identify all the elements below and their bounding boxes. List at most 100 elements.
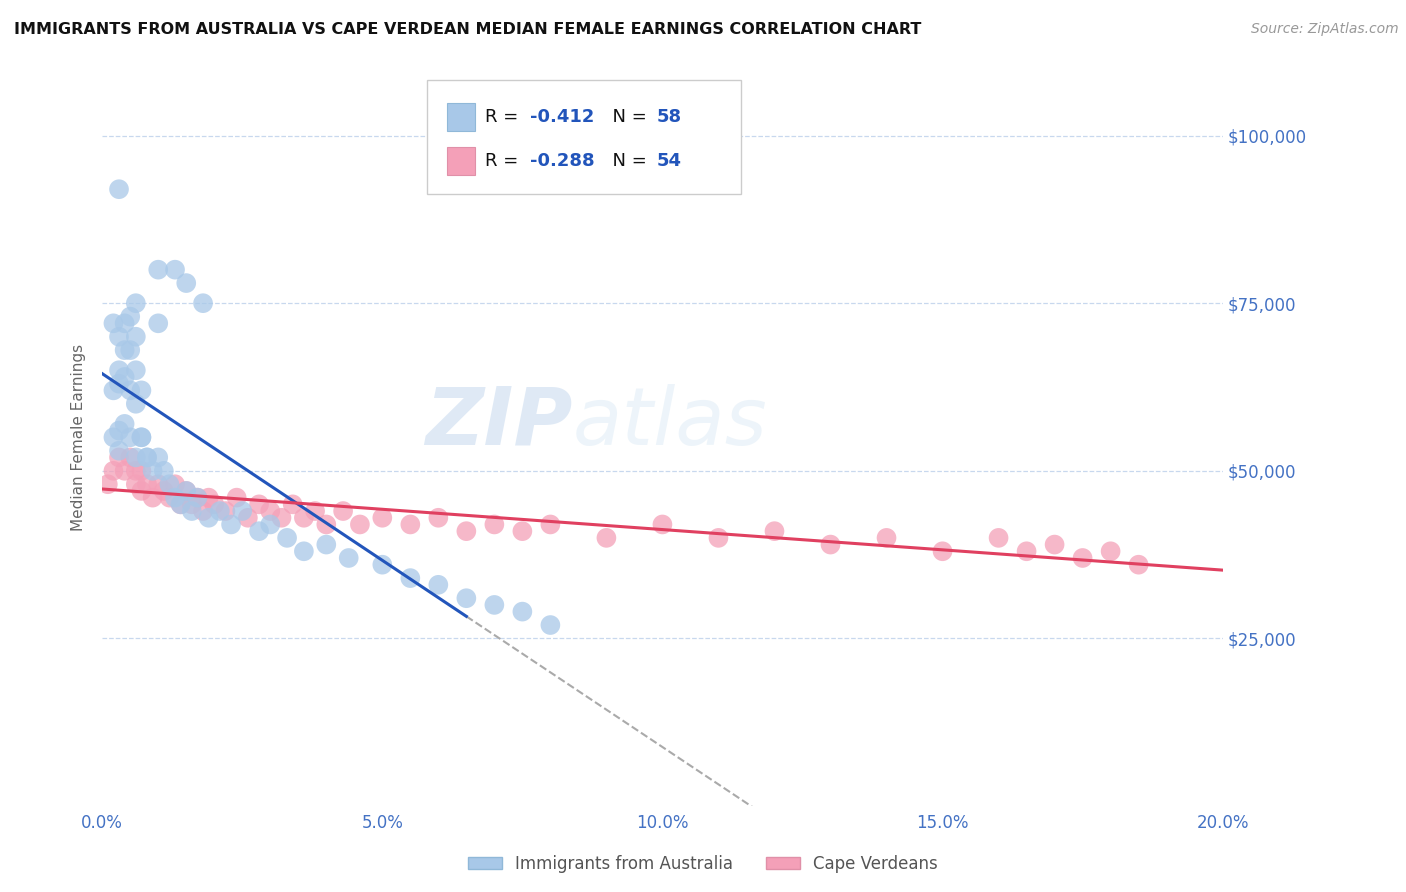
Point	[208, 504, 231, 518]
Point	[159, 477, 181, 491]
Point	[108, 376, 131, 391]
Point	[114, 316, 136, 330]
Point	[236, 510, 259, 524]
Point	[108, 424, 131, 438]
Point	[120, 384, 142, 398]
Text: 54: 54	[657, 153, 682, 170]
Point	[163, 262, 186, 277]
Text: 58: 58	[657, 108, 682, 126]
Point	[136, 477, 159, 491]
Point	[456, 524, 478, 538]
Point	[987, 531, 1010, 545]
Point	[197, 510, 219, 524]
Point	[512, 605, 534, 619]
Point	[281, 497, 304, 511]
Point	[125, 296, 148, 310]
Point	[276, 531, 298, 545]
Point	[1071, 551, 1094, 566]
Point	[595, 531, 617, 545]
Point	[484, 517, 506, 532]
Point	[103, 384, 125, 398]
Point	[125, 363, 148, 377]
Point	[202, 497, 225, 511]
Point	[186, 491, 208, 505]
Point	[148, 316, 170, 330]
Point	[174, 276, 197, 290]
Point	[131, 384, 153, 398]
Point	[163, 491, 186, 505]
Text: N =: N =	[600, 153, 652, 170]
Point	[219, 517, 242, 532]
Point	[153, 464, 176, 478]
Point	[108, 329, 131, 343]
Point	[197, 491, 219, 505]
Point	[371, 558, 394, 572]
Text: -0.288: -0.288	[530, 153, 595, 170]
Point	[292, 510, 315, 524]
Point	[180, 497, 202, 511]
Point	[225, 491, 247, 505]
Point	[191, 504, 214, 518]
Point	[259, 517, 281, 532]
Point	[512, 524, 534, 538]
Point	[148, 477, 170, 491]
Point	[136, 450, 159, 465]
Point	[131, 430, 153, 444]
Point	[97, 477, 120, 491]
Point	[131, 430, 153, 444]
Text: R =: R =	[485, 153, 524, 170]
Point	[399, 571, 422, 585]
Point	[349, 517, 371, 532]
Point	[108, 450, 131, 465]
Point	[651, 517, 673, 532]
Point	[114, 343, 136, 358]
Point	[1043, 538, 1066, 552]
Point	[114, 417, 136, 431]
Point	[159, 491, 181, 505]
Text: Source: ZipAtlas.com: Source: ZipAtlas.com	[1251, 22, 1399, 37]
Point	[120, 450, 142, 465]
Point	[125, 329, 148, 343]
Point	[315, 538, 337, 552]
Legend: Immigrants from Australia, Cape Verdeans: Immigrants from Australia, Cape Verdeans	[461, 848, 945, 880]
Point	[231, 504, 253, 518]
Point	[876, 531, 898, 545]
Point	[399, 517, 422, 532]
Point	[103, 430, 125, 444]
Point	[120, 343, 142, 358]
Point	[1128, 558, 1150, 572]
Point	[136, 450, 159, 465]
Point	[163, 477, 186, 491]
Point	[125, 397, 148, 411]
Point	[337, 551, 360, 566]
Point	[103, 464, 125, 478]
FancyBboxPatch shape	[447, 103, 475, 131]
Text: R =: R =	[485, 108, 524, 126]
Point	[108, 182, 131, 196]
Text: ZIP: ZIP	[426, 384, 572, 461]
Point	[125, 477, 148, 491]
Point	[1015, 544, 1038, 558]
Text: atlas: atlas	[572, 384, 768, 461]
Point	[247, 524, 270, 538]
Text: N =: N =	[600, 108, 652, 126]
Point	[142, 464, 165, 478]
Y-axis label: Median Female Earnings: Median Female Earnings	[72, 343, 86, 531]
Point	[180, 504, 202, 518]
Point	[763, 524, 786, 538]
Point	[304, 504, 326, 518]
Point	[169, 497, 191, 511]
Point	[169, 497, 191, 511]
Point	[292, 544, 315, 558]
Point	[131, 464, 153, 478]
Point	[332, 504, 354, 518]
Point	[214, 504, 236, 518]
FancyBboxPatch shape	[427, 79, 741, 194]
Point	[259, 504, 281, 518]
Point	[931, 544, 953, 558]
Point	[114, 464, 136, 478]
Point	[1099, 544, 1122, 558]
Point	[120, 310, 142, 324]
Point	[108, 363, 131, 377]
FancyBboxPatch shape	[447, 147, 475, 176]
